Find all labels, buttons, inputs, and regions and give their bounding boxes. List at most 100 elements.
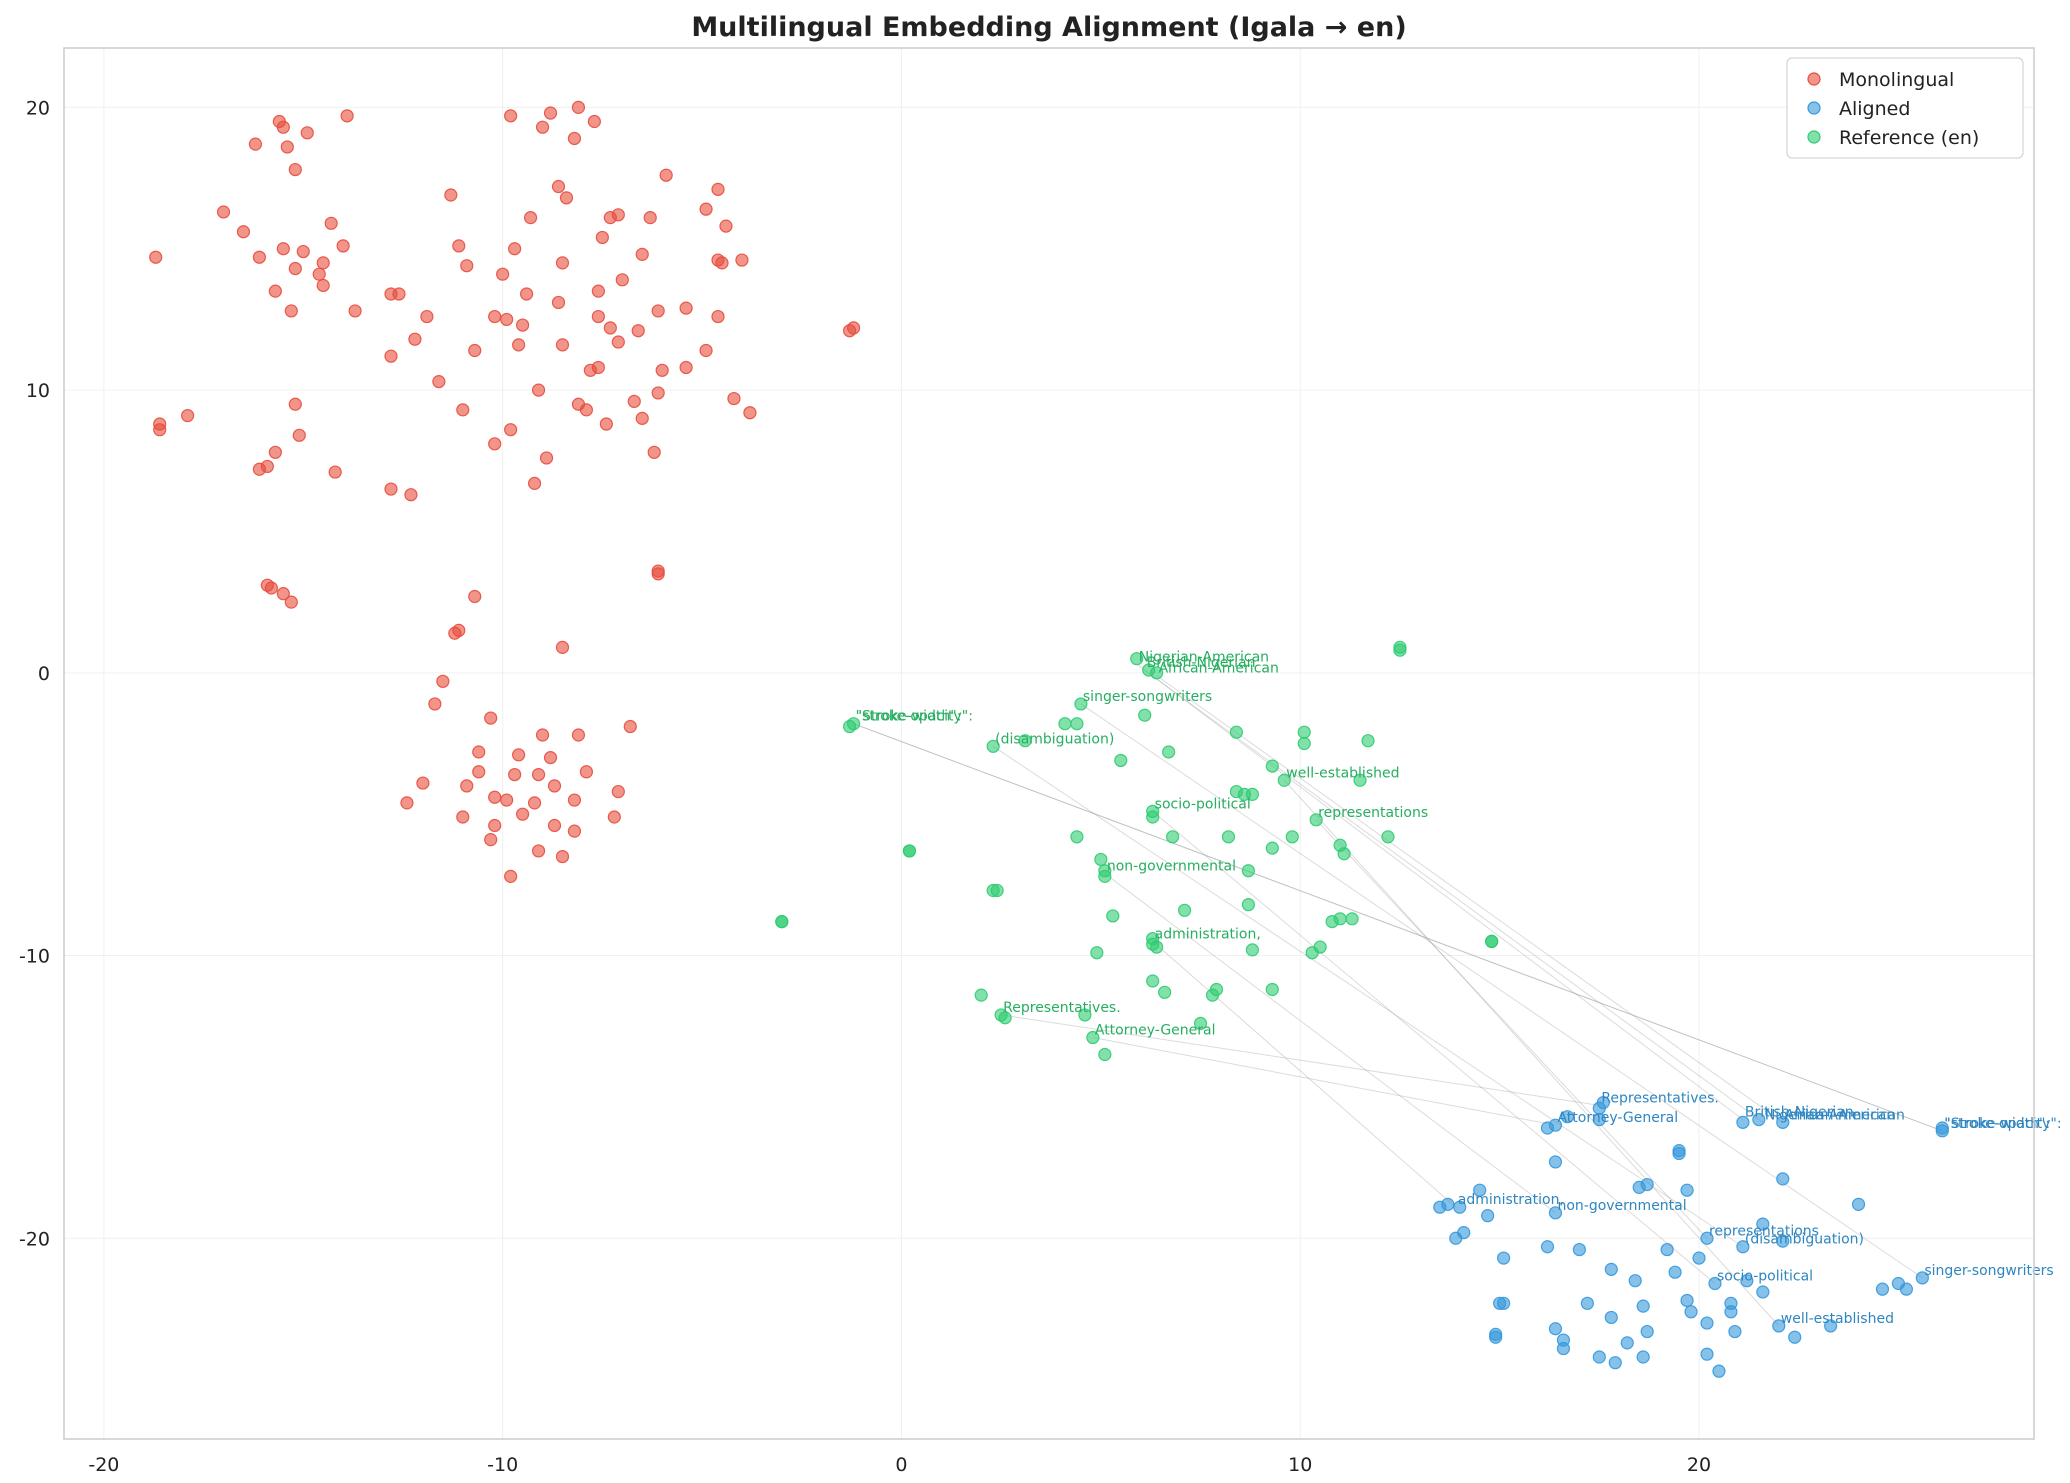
alignment-line xyxy=(853,723,1943,1132)
data-point xyxy=(488,437,502,451)
data-point xyxy=(843,719,857,734)
data-point xyxy=(1680,1293,1694,1308)
data-point xyxy=(699,343,713,358)
data-point xyxy=(635,247,649,261)
data-point xyxy=(567,793,582,807)
data-point xyxy=(384,482,398,496)
data-point xyxy=(974,988,988,1002)
data-point xyxy=(512,338,526,352)
data-point xyxy=(1608,1356,1622,1370)
data-point xyxy=(986,739,1000,753)
data-point xyxy=(1297,725,1311,739)
data-point xyxy=(1700,1231,1714,1245)
reference-word-label: African-American xyxy=(1159,661,1279,677)
alignment-line xyxy=(1104,873,1556,1214)
data-point xyxy=(1708,1276,1722,1291)
axis-ticks: -20 -10 0 10 20 20 10 0 -10 -20 xyxy=(19,97,1711,1476)
reference-word-label: Nigerian-American xyxy=(1139,649,1269,665)
data-point xyxy=(460,259,474,273)
data-point xyxy=(296,244,310,259)
data-point xyxy=(1556,1333,1571,1347)
data-point xyxy=(432,375,446,389)
data-point xyxy=(1776,1115,1790,1129)
data-point xyxy=(504,109,518,123)
legend-entry: Monolingual xyxy=(1839,69,1954,91)
data-point xyxy=(1325,915,1339,929)
data-point xyxy=(348,304,362,318)
data-point xyxy=(1776,1234,1790,1248)
data-point xyxy=(555,849,570,864)
data-point xyxy=(1736,1240,1750,1254)
data-point xyxy=(288,261,302,276)
data-point xyxy=(420,309,434,324)
data-point xyxy=(404,488,418,502)
data-point xyxy=(1146,810,1160,824)
data-point xyxy=(153,423,167,437)
data-point xyxy=(1229,784,1244,799)
data-point xyxy=(535,120,550,134)
data-point xyxy=(316,256,330,270)
data-point xyxy=(775,915,789,929)
data-point xyxy=(264,581,278,595)
data-point xyxy=(1265,841,1279,855)
data-points xyxy=(149,100,1949,1378)
data-point xyxy=(523,211,538,225)
data-point xyxy=(1086,1030,1100,1045)
data-point xyxy=(531,767,546,782)
reference-word-label: singer-songwriters xyxy=(1083,689,1212,705)
data-point xyxy=(1752,1112,1766,1127)
data-point xyxy=(1265,759,1279,773)
data-point xyxy=(1245,943,1259,957)
data-point xyxy=(1114,753,1128,768)
data-point xyxy=(1433,1200,1447,1214)
data-point xyxy=(1628,1274,1642,1288)
data-point xyxy=(284,304,298,318)
data-point xyxy=(324,216,338,230)
data-point xyxy=(252,250,267,264)
data-point xyxy=(567,824,582,838)
y-tick-label: -20 xyxy=(19,1228,50,1250)
data-point xyxy=(1449,1231,1463,1245)
data-point xyxy=(603,321,617,335)
x-tick-label: 10 xyxy=(1288,1454,1312,1476)
data-point xyxy=(1788,1330,1802,1344)
data-point xyxy=(651,304,665,318)
data-point xyxy=(1098,1047,1112,1062)
data-point xyxy=(436,674,450,688)
data-point xyxy=(543,106,558,120)
alignment-line xyxy=(1136,663,1764,1123)
reference-word-label: British-Nigerian xyxy=(1147,655,1256,671)
data-point xyxy=(1221,830,1236,844)
data-point xyxy=(1018,734,1032,748)
x-tick-label: 0 xyxy=(895,1454,907,1476)
data-point xyxy=(1130,652,1144,666)
data-point xyxy=(1241,864,1255,878)
data-point xyxy=(1146,974,1160,988)
data-point xyxy=(579,765,594,779)
data-point xyxy=(276,242,290,256)
data-point xyxy=(559,191,574,205)
data-point xyxy=(292,428,306,442)
reference-word-label: Attorney-General xyxy=(1095,1023,1216,1039)
data-point xyxy=(615,273,629,287)
data-point xyxy=(384,349,398,363)
data-point xyxy=(1393,640,1407,654)
data-point xyxy=(468,589,482,604)
data-point xyxy=(1604,1262,1618,1276)
alignment-line xyxy=(1152,810,1716,1284)
data-point xyxy=(1684,1305,1698,1319)
data-point xyxy=(679,301,693,315)
data-point xyxy=(1540,1240,1555,1254)
alignment-line xyxy=(1001,1014,1600,1106)
data-point xyxy=(260,459,274,474)
data-point xyxy=(571,728,586,742)
data-point xyxy=(611,335,625,349)
data-point xyxy=(408,332,422,346)
data-point xyxy=(643,211,657,225)
data-point xyxy=(1177,903,1192,917)
alignment-line xyxy=(1152,941,1457,1208)
data-point xyxy=(149,250,163,264)
data-point xyxy=(1070,830,1084,844)
data-point xyxy=(1481,1209,1495,1223)
